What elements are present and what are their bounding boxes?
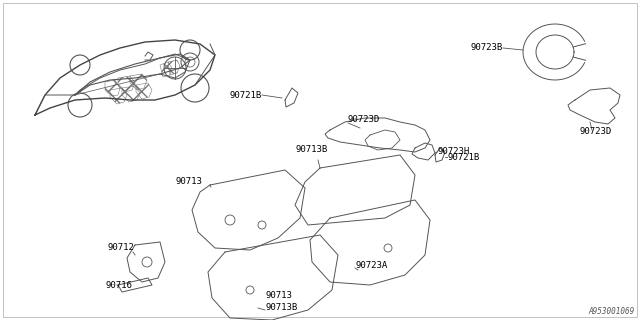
Text: 90723D: 90723D (580, 127, 612, 137)
Text: 90721B: 90721B (230, 91, 262, 100)
Text: 90723A: 90723A (355, 260, 387, 269)
Text: 90723D: 90723D (348, 116, 380, 124)
Text: 90723H: 90723H (438, 148, 470, 156)
Text: 90723B: 90723B (471, 44, 503, 52)
Text: 90713: 90713 (265, 291, 292, 300)
Text: 90713B: 90713B (295, 146, 327, 155)
Text: 90713: 90713 (175, 178, 202, 187)
Text: 90713B: 90713B (265, 303, 297, 313)
Text: A953001069: A953001069 (589, 307, 635, 316)
Text: 90712: 90712 (108, 244, 135, 252)
Text: 90721B: 90721B (448, 153, 480, 162)
Text: 90716: 90716 (105, 281, 132, 290)
